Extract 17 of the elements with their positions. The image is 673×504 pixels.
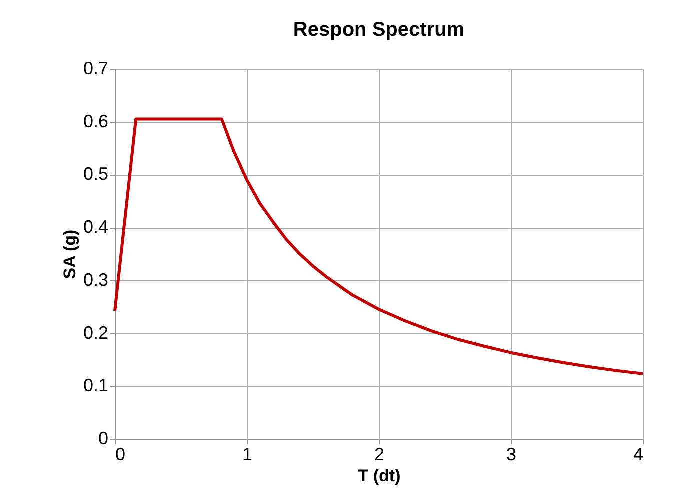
y-tick-label: 0.5 xyxy=(83,164,108,184)
line-series xyxy=(114,118,644,376)
y-tick-label: 0.1 xyxy=(83,376,108,396)
y-tick-label: 0 xyxy=(98,428,108,448)
chart-title: Respon Spectrum xyxy=(293,19,465,41)
y-tick-label: 0.3 xyxy=(83,270,108,290)
y-tick-label: 0.2 xyxy=(83,322,108,343)
x-tick-label: 3 xyxy=(506,444,517,464)
y-tick-label: 0.7 xyxy=(83,58,108,78)
y-tick-label: 0.6 xyxy=(83,111,108,132)
x-tick-label: 4 xyxy=(633,444,644,464)
y-axis-title: SA (g) xyxy=(60,230,80,280)
x-tick-label: 0 xyxy=(116,444,126,464)
x-tick-label: 1 xyxy=(242,444,253,464)
x-axis-title: T (dt) xyxy=(358,466,401,486)
x-tick-label: 2 xyxy=(374,444,385,464)
y-tick-label: 0.4 xyxy=(83,217,108,238)
